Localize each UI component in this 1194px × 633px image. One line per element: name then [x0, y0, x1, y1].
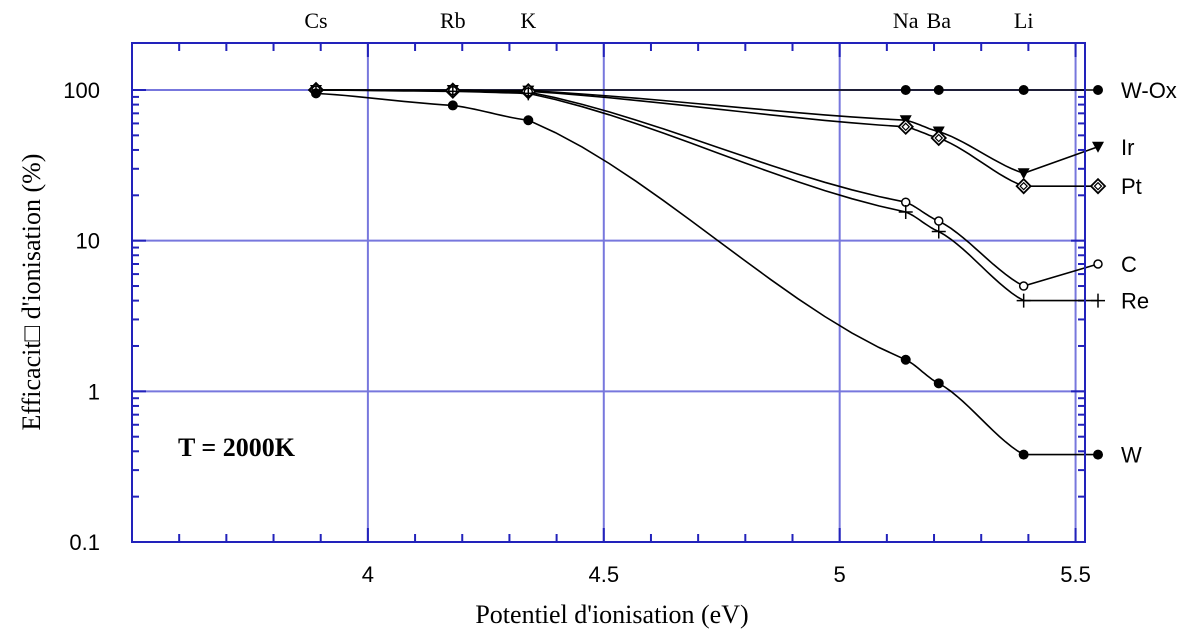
x-tick-label: 5 [834, 562, 846, 587]
element-label: Ba [927, 8, 952, 33]
series-line-c [316, 89, 1099, 287]
y-tick-label: 10 [76, 229, 100, 254]
marker-dot [523, 115, 534, 126]
data-point-pt [930, 129, 948, 147]
data-point-pt [897, 118, 914, 136]
marker-dot [933, 85, 944, 95]
marker-dot [900, 85, 911, 95]
series-label-ir: Ir [1121, 135, 1134, 160]
series-label-w-ox: W-Ox [1121, 78, 1177, 103]
marker-diamond [1015, 177, 1032, 195]
data-point-w [447, 100, 458, 111]
marker-dot [1018, 281, 1029, 291]
element-label: Rb [440, 8, 466, 33]
data-point-c [933, 216, 944, 226]
series-label-re: Re [1121, 289, 1149, 314]
data-point-w [310, 88, 321, 99]
y-tick-label: 1 [88, 379, 100, 404]
legend-marker-ir [1092, 141, 1104, 153]
marker-dot [1093, 259, 1103, 269]
marker-dot [1018, 449, 1029, 460]
marker-diamond [1089, 177, 1107, 195]
data-point-w [933, 378, 944, 389]
tick-labels: 4 4.5 5 5.5 0.1 1 10 100 [63, 78, 1091, 587]
data-point-w-ox [933, 85, 944, 95]
marker-diamond-inner [1093, 181, 1103, 191]
element-label: K [520, 8, 536, 33]
x-axis-label: Potentiel d'ionisation (eV) [475, 600, 748, 629]
data-point-re [898, 204, 913, 219]
x-tick-label: 4 [362, 562, 374, 587]
legend-marker-re [1091, 293, 1105, 308]
marker-dot [1093, 85, 1103, 95]
data-point-re [931, 224, 946, 239]
marker-triangle [1092, 141, 1104, 153]
data-point-w-ox [1018, 85, 1029, 95]
marker-dot [933, 216, 944, 226]
marker-dot [933, 378, 944, 389]
data-point-re [1016, 293, 1031, 308]
series-line-ir [316, 89, 1099, 175]
marker-dot [447, 100, 458, 111]
marker-dot [900, 354, 911, 365]
temperature-annotation: T = 2000K [178, 433, 296, 462]
series-labels: W-Ox Ir Pt C Re W [1121, 78, 1177, 468]
element-labels: Cs Rb K Na Ba Li [304, 8, 1033, 33]
element-label: Na [893, 8, 919, 33]
data-point-re [445, 84, 460, 99]
y-axis-label: Efficacit□ d'ionisation (%) [17, 154, 46, 431]
series-line-re [315, 89, 1098, 302]
legend-marker-c [1093, 259, 1103, 269]
grid-lines [132, 43, 1085, 542]
marker-diamond-inner [934, 133, 944, 143]
element-label: Li [1014, 8, 1034, 33]
marker-diamond [930, 129, 948, 147]
y-tick-label: 0.1 [69, 530, 100, 555]
series-label-c: C [1121, 252, 1137, 277]
y-tick-label: 100 [63, 78, 100, 103]
data-point-w [523, 115, 534, 126]
data-point-w-ox [900, 85, 911, 95]
marker-dot [310, 88, 321, 99]
marker-dot [1093, 449, 1103, 460]
series-line-w [315, 92, 1098, 456]
series-label-pt: Pt [1121, 174, 1142, 199]
x-tick-label: 4.5 [588, 562, 619, 587]
x-tick-label: 5.5 [1060, 562, 1091, 587]
legend-marker-w [1093, 449, 1103, 460]
marker-dot [1018, 85, 1029, 95]
plot-frame [131, 42, 1086, 543]
legend-marker-w-ox [1093, 85, 1103, 95]
data-point-ir [1017, 168, 1030, 180]
series-label-w: W [1121, 443, 1142, 468]
marker-triangle [1017, 168, 1030, 180]
marker-diamond [897, 118, 914, 136]
series-lines [315, 89, 1099, 456]
data-point-w [900, 354, 911, 365]
data-point-pt [1015, 177, 1032, 195]
marker-diamond-inner [1019, 181, 1029, 191]
data-point-c [1018, 281, 1029, 291]
legend-marker-pt [1089, 177, 1107, 195]
element-label: Cs [304, 8, 327, 33]
marker-diamond-inner [901, 122, 911, 132]
axis-ticks [132, 43, 1085, 543]
series-markers [307, 81, 1107, 460]
data-point-re [521, 86, 536, 101]
data-point-w [1018, 449, 1029, 460]
